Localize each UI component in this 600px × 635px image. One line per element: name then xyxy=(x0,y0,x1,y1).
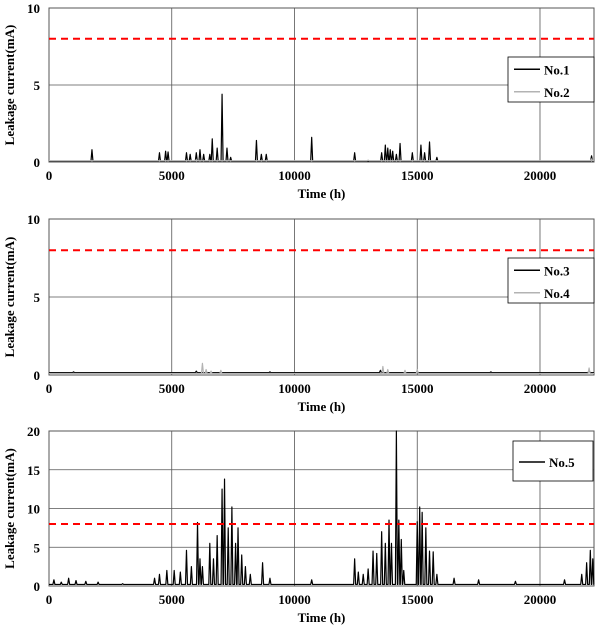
y-tick-label-0: 0 xyxy=(34,155,41,170)
y-tick-label-1: 5 xyxy=(34,540,41,555)
x-tick-label-4: 20000 xyxy=(524,381,557,396)
y-tick-label-0: 0 xyxy=(34,579,41,594)
y-tick-label-2: 10 xyxy=(27,1,40,16)
x-tick-label-0: 0 xyxy=(46,168,53,183)
legend-box xyxy=(512,440,594,482)
y-tick-label-2: 10 xyxy=(27,502,40,517)
legend: No.5 xyxy=(512,440,594,482)
x-axis-title: Time (h) xyxy=(298,399,346,414)
x-tick-label-3: 15000 xyxy=(401,592,434,607)
chart-panel-no5: 0 5000 10000 15000 20000 0 5 10 15 20 Time (h) Leak… xyxy=(2,424,595,625)
chart-panel-no3-no4: 0 5000 10000 15000 20000 0 5 10 Time (h) Leakage … xyxy=(2,212,595,414)
x-tick-label-4: 20000 xyxy=(524,168,557,183)
series-line-no5 xyxy=(49,430,595,586)
legend: No.3 No.4 xyxy=(507,257,595,304)
legend: No.1 No.2 xyxy=(507,56,595,103)
x-axis-title: Time (h) xyxy=(298,186,346,201)
x-tick-label-3: 15000 xyxy=(401,381,434,396)
y-axis-title: Leakage current(mA) xyxy=(2,448,17,569)
legend-box xyxy=(507,257,595,304)
x-tick-label-1: 5000 xyxy=(159,168,185,183)
x-tick-label-1: 5000 xyxy=(159,592,185,607)
legend-label-no4: No.4 xyxy=(544,286,570,301)
y-tick-label-1: 5 xyxy=(34,78,41,93)
legend-label-no3: No.3 xyxy=(544,263,570,278)
y-tick-label-1: 5 xyxy=(34,290,41,305)
y-tick-label-0: 0 xyxy=(34,368,41,383)
chart-panel-no1-no2: 0 5000 10000 15000 20000 0 5 10 Time (h) Leakage … xyxy=(2,1,595,201)
legend-box xyxy=(507,56,595,103)
x-tick-label-2: 10000 xyxy=(278,168,311,183)
legend-label-no5: No.5 xyxy=(549,455,575,470)
series-line-no2 xyxy=(49,158,594,162)
y-tick-label-2: 10 xyxy=(27,212,40,227)
legend-label-no2: No.2 xyxy=(544,85,570,100)
x-axis-title: Time (h) xyxy=(298,610,346,625)
y-axis-title: Leakage current(mA) xyxy=(2,25,17,146)
y-axis-title: Leakage current(mA) xyxy=(2,237,17,358)
legend-label-no1: No.1 xyxy=(544,62,570,77)
y-tick-label-4: 20 xyxy=(27,424,40,439)
x-tick-label-0: 0 xyxy=(46,381,53,396)
series-line-no4 xyxy=(49,362,594,375)
x-tick-label-2: 10000 xyxy=(278,381,311,396)
x-tick-label-1: 5000 xyxy=(159,381,185,396)
series-line-no3 xyxy=(49,369,594,374)
plot-frame xyxy=(48,430,595,587)
series-line-no1 xyxy=(49,93,594,162)
x-tick-label-4: 20000 xyxy=(524,592,557,607)
x-tick-label-0: 0 xyxy=(46,592,53,607)
y-tick-label-3: 15 xyxy=(27,463,41,478)
x-tick-label-2: 10000 xyxy=(278,592,311,607)
x-tick-label-3: 15000 xyxy=(401,168,434,183)
